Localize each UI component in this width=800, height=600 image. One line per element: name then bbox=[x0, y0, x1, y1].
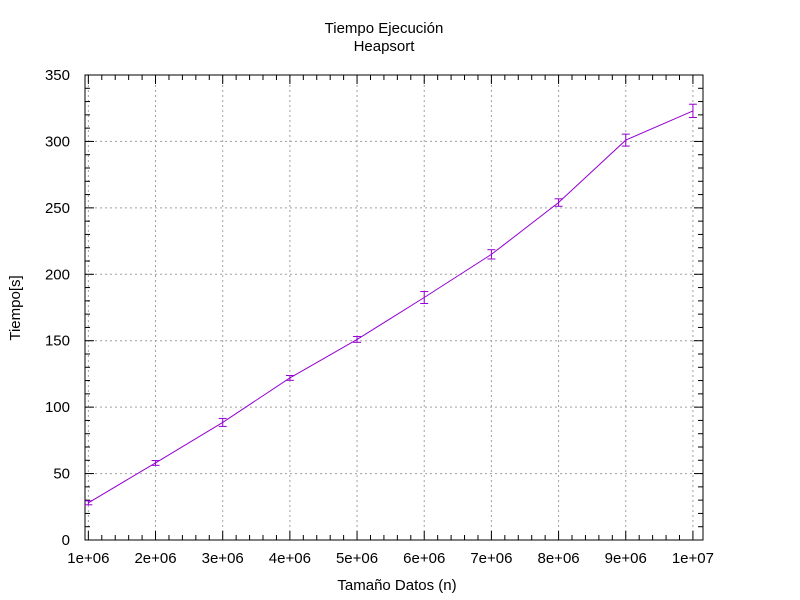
axis-ticks bbox=[85, 74, 703, 541]
y-tick-label: 350 bbox=[45, 67, 70, 84]
x-tick-label: 6e+06 bbox=[403, 550, 445, 567]
chart-subtitle: Heapsort bbox=[354, 38, 416, 55]
error-bar-point bbox=[420, 291, 429, 305]
error-bar-point bbox=[84, 500, 93, 506]
x-tick-label: 5e+06 bbox=[336, 550, 378, 567]
tick-labels: 0 50 100 150 200 250 300 350 1e+06 2e+06 3e+06 4e+0… bbox=[45, 67, 714, 567]
y-tick-label: 150 bbox=[45, 333, 70, 350]
x-tick-label: 7e+06 bbox=[470, 550, 512, 567]
series-line bbox=[88, 110, 694, 504]
error-bar-point bbox=[353, 335, 362, 343]
error-bar-point bbox=[285, 375, 294, 381]
grid bbox=[85, 75, 703, 540]
series-layer bbox=[84, 103, 697, 506]
y-tick-label: 100 bbox=[45, 399, 70, 416]
x-tick-label: 2e+06 bbox=[134, 550, 176, 567]
y-tick-label: 0 bbox=[62, 532, 70, 549]
chart-title: Tiempo Ejecución bbox=[325, 20, 444, 37]
error-bar-point bbox=[554, 198, 563, 207]
x-tick-label: 1e+06 bbox=[67, 550, 109, 567]
x-tick-label: 4e+06 bbox=[269, 550, 311, 567]
error-bar-point bbox=[151, 460, 160, 466]
x-axis-label: Tamaño Datos (n) bbox=[337, 577, 456, 594]
y-tick-label: 300 bbox=[45, 133, 70, 150]
error-bar-point bbox=[218, 417, 227, 427]
y-axis-label: Tiempo[s] bbox=[7, 275, 24, 340]
error-bar-point bbox=[487, 249, 496, 260]
y-tick-label: 50 bbox=[53, 466, 70, 483]
y-tick-label: 250 bbox=[45, 200, 70, 217]
plot-frame bbox=[84, 74, 704, 541]
x-tick-label: 1e+07 bbox=[672, 550, 714, 567]
error-bar-point bbox=[688, 103, 697, 119]
x-tick-label: 8e+06 bbox=[538, 550, 580, 567]
error-bar-point bbox=[621, 133, 630, 147]
x-tick-label: 3e+06 bbox=[202, 550, 244, 567]
x-tick-label: 9e+06 bbox=[605, 550, 647, 567]
y-tick-label: 200 bbox=[45, 266, 70, 283]
